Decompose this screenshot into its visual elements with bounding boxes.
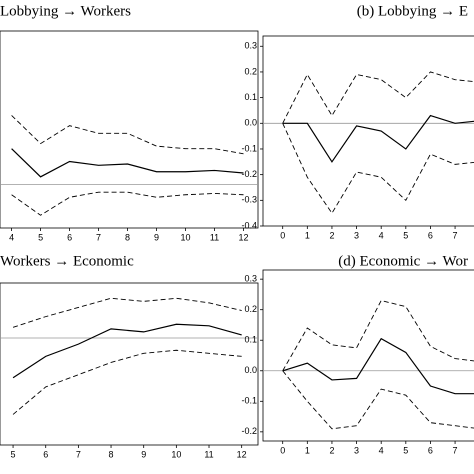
y-tick-label: 0.0 xyxy=(244,365,257,375)
x-tick-label: 5 xyxy=(38,232,43,242)
x-tick-label: 6 xyxy=(428,230,433,240)
response-line xyxy=(12,323,242,379)
band-line xyxy=(11,191,244,216)
x-tick-label: 10 xyxy=(171,449,181,459)
x-tick-label: 2 xyxy=(329,445,334,455)
band-line xyxy=(282,300,474,371)
x-tick-label: 2 xyxy=(329,230,334,240)
y-tick-label: -0.3 xyxy=(241,195,257,205)
x-tick-label: 4 xyxy=(379,230,384,240)
plot-frame xyxy=(0,282,259,446)
x-tick-label: 6 xyxy=(43,449,48,459)
x-tick-label: 5 xyxy=(11,449,16,459)
x-tick-label: 7 xyxy=(96,232,101,242)
y-tick-label: -0.1 xyxy=(241,396,257,406)
y-tick-label: 0.0 xyxy=(244,118,257,128)
x-tick-label: 5 xyxy=(403,445,408,455)
x-tick-label: 7 xyxy=(76,449,81,459)
band-line xyxy=(12,349,242,415)
x-tick-label: 3 xyxy=(354,230,359,240)
y-tick-label: -0.2 xyxy=(241,426,257,436)
panel-title: Workers → Economic xyxy=(0,253,134,269)
x-tick-label: 12 xyxy=(237,449,247,459)
y-tick-label: -0.2 xyxy=(241,169,257,179)
x-tick-label: 1 xyxy=(305,230,310,240)
plot-frame xyxy=(0,30,259,229)
x-tick-label: 12 xyxy=(238,232,248,242)
y-tick-label: 0.3 xyxy=(244,41,257,51)
band-line xyxy=(12,297,242,328)
x-tick-label: 7 xyxy=(453,230,458,240)
plot-frame xyxy=(262,35,474,227)
x-tick-label: 8 xyxy=(125,232,130,242)
panel-title: (d) Economic → Wor xyxy=(338,253,468,269)
band-line xyxy=(11,115,244,155)
x-tick-label: 4 xyxy=(9,232,14,242)
panel-title: Lobbying → Workers xyxy=(0,3,131,19)
response-line xyxy=(282,114,474,163)
y-tick-label: 0.2 xyxy=(244,304,257,314)
x-tick-label: 6 xyxy=(67,232,72,242)
x-tick-label: 3 xyxy=(354,445,359,455)
panel-title: (b) Lobbying → E xyxy=(357,3,468,19)
y-tick-label: -0.4 xyxy=(241,220,257,230)
x-tick-label: 11 xyxy=(204,449,213,459)
x-tick-label: 9 xyxy=(141,449,146,459)
x-tick-label: 0 xyxy=(280,230,285,240)
y-tick-label: -0.1 xyxy=(241,143,257,153)
x-tick-label: 7 xyxy=(453,445,458,455)
x-tick-label: 0 xyxy=(280,445,285,455)
y-tick-label: 0.1 xyxy=(244,92,257,102)
response-line xyxy=(282,337,474,395)
x-tick-label: 6 xyxy=(428,445,433,455)
x-tick-label: 10 xyxy=(181,232,191,242)
plot-frame xyxy=(262,269,474,442)
x-tick-label: 5 xyxy=(403,230,408,240)
response-line xyxy=(11,148,244,178)
y-tick-label: 0.3 xyxy=(244,274,257,284)
y-tick-label: 0.2 xyxy=(244,66,257,76)
x-tick-label: 9 xyxy=(154,232,159,242)
x-tick-label: 8 xyxy=(109,449,114,459)
band-line xyxy=(282,370,474,430)
band-line xyxy=(282,71,474,124)
band-line xyxy=(282,123,474,214)
x-tick-label: 4 xyxy=(379,445,384,455)
y-tick-label: 0.1 xyxy=(244,335,257,345)
x-tick-label: 11 xyxy=(210,232,219,242)
x-tick-label: 1 xyxy=(305,445,310,455)
